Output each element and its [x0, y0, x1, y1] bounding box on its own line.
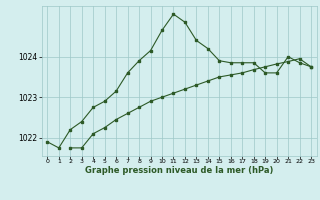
X-axis label: Graphe pression niveau de la mer (hPa): Graphe pression niveau de la mer (hPa) [85, 166, 273, 175]
